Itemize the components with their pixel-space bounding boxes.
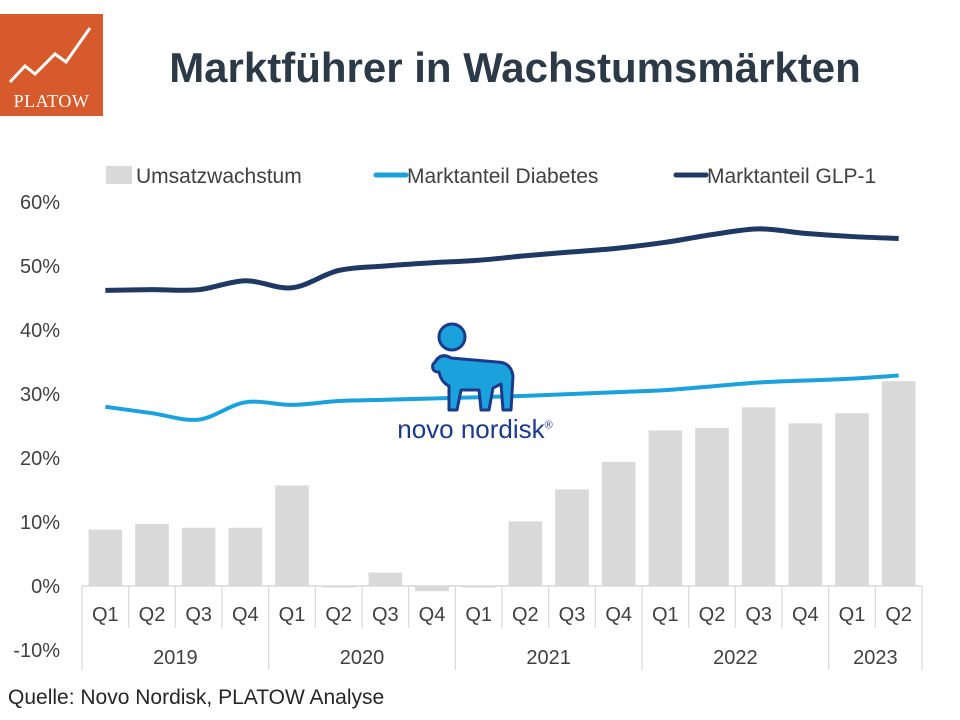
x-tick-label: Q2 — [325, 604, 352, 626]
bar — [881, 381, 916, 586]
bar — [695, 427, 729, 586]
bar — [228, 527, 263, 586]
bar — [181, 527, 216, 586]
bar — [508, 521, 543, 586]
bar — [601, 461, 636, 586]
line-marktanteil-glp1 — [105, 226, 899, 293]
y-tick-label: 50% — [20, 256, 60, 278]
bar — [368, 572, 403, 586]
x-tick-label: Q1 — [279, 604, 306, 626]
x-tick-label: Q3 — [745, 604, 772, 626]
x-tick-label: Q1 — [652, 604, 679, 626]
y-tick-label: 30% — [20, 384, 60, 406]
y-tick-label: 60% — [20, 192, 60, 214]
novo-nordisk-wordmark: novo nordisk® — [397, 414, 553, 444]
y-tick-label: -10% — [13, 640, 60, 662]
bull-logo-icon — [431, 322, 515, 412]
x-tick-label: Q2 — [699, 604, 726, 626]
x-tick-label: Q2 — [139, 604, 166, 626]
platow-logo: PLATOW — [0, 14, 103, 116]
year-label: 2023 — [853, 647, 898, 669]
x-tick-label: Q3 — [185, 604, 212, 626]
x-tick-label: Q2 — [885, 604, 912, 626]
bar — [555, 489, 589, 586]
x-tick-label: Q3 — [372, 604, 399, 626]
legend-label-glp1: Marktanteil GLP-1 — [707, 165, 876, 188]
registered-mark: ® — [544, 419, 553, 432]
x-tick-label: Q4 — [419, 604, 446, 626]
legend-label-umsatzwachstum: Umsatzwachstum — [136, 165, 302, 188]
growth-chart-icon — [8, 27, 92, 84]
x-tick-label: Q1 — [465, 604, 492, 626]
y-tick-label: 40% — [20, 320, 60, 342]
bar — [135, 523, 169, 586]
legend-swatch-umsatzwachstum — [106, 166, 132, 184]
bar — [648, 430, 683, 586]
bar — [741, 407, 776, 586]
x-tick-label: Q3 — [559, 604, 586, 626]
x-tick-label: Q2 — [512, 604, 539, 626]
logo-text: PLATOW — [13, 91, 90, 111]
y-tick-label: 20% — [20, 448, 60, 470]
legend-label-diabetes: Marktanteil Diabetes — [407, 165, 598, 188]
y-tick-label: 10% — [20, 512, 60, 534]
bar — [415, 586, 449, 592]
chart: -10% 0% 10% 20% 30% 40% 50% 60% Q1 Q2 Q3 Q4 Q1 Q2 Q3 Q4… — [13, 165, 923, 670]
x-tick-label: Q4 — [232, 604, 259, 626]
bar — [275, 485, 309, 586]
bar — [835, 413, 869, 586]
year-label: 2019 — [153, 647, 198, 669]
x-tick-label: Q4 — [605, 604, 632, 626]
year-label: 2021 — [526, 647, 571, 669]
bar — [88, 529, 123, 586]
x-tick-label: Q1 — [92, 604, 119, 626]
bar — [788, 423, 823, 586]
year-label: 2020 — [340, 647, 385, 669]
novo-nordisk-logo: novo nordisk® — [385, 318, 575, 448]
page-title: Marktführer in Wachstumsmärkten — [169, 44, 861, 91]
y-tick-label: 0% — [31, 576, 60, 598]
x-tick-label: Q4 — [792, 604, 819, 626]
year-label: 2022 — [713, 647, 758, 669]
x-tick-label: Q1 — [839, 604, 866, 626]
source-note: Quelle: Novo Nordisk, PLATOW Analyse — [8, 686, 385, 709]
